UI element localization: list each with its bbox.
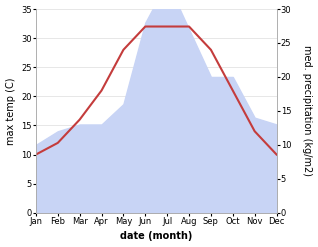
Y-axis label: med. precipitation (kg/m2): med. precipitation (kg/m2) (302, 45, 313, 176)
Y-axis label: max temp (C): max temp (C) (5, 77, 16, 145)
X-axis label: date (month): date (month) (120, 231, 192, 242)
